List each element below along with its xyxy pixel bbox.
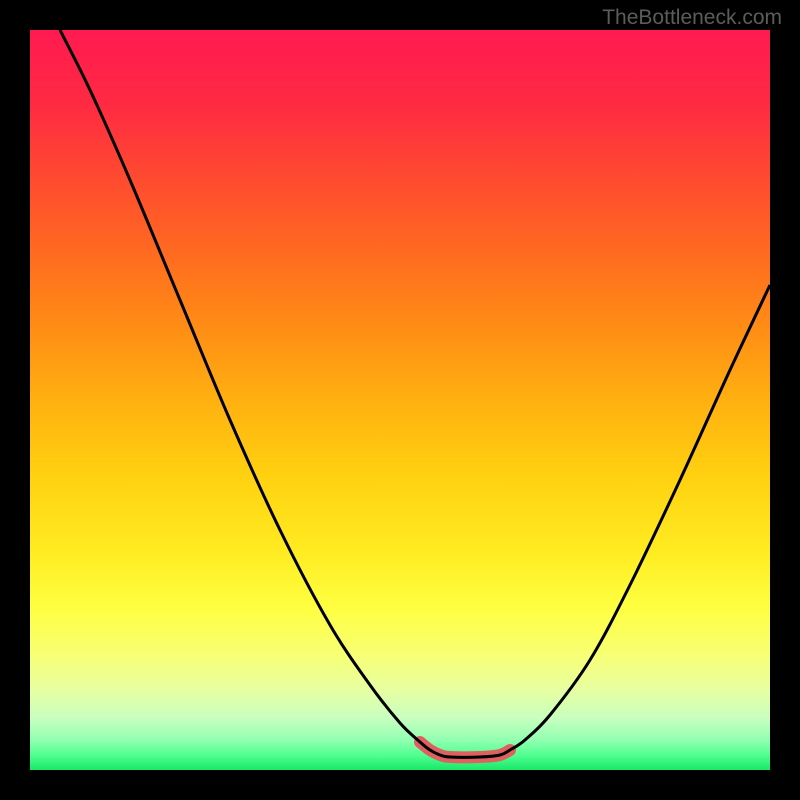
- chart-plot-area: [30, 30, 770, 770]
- bottleneck-curve: [30, 30, 770, 770]
- watermark-text: TheBottleneck.com: [602, 6, 782, 30]
- curve-main-line: [60, 30, 770, 757]
